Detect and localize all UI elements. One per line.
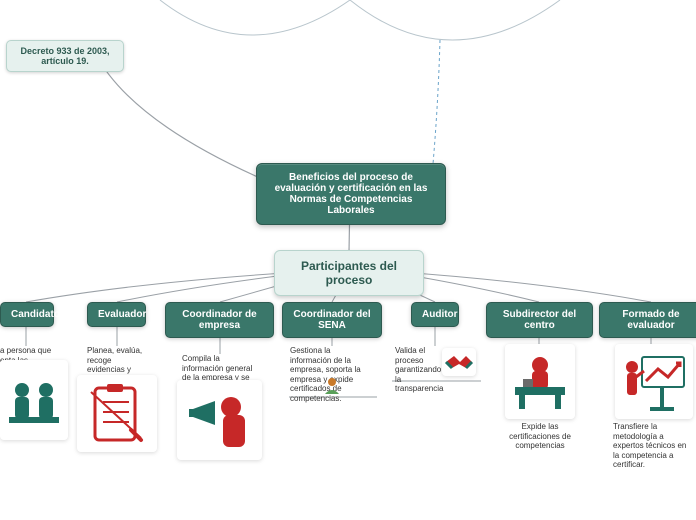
role-coord-sena[interactable]: Coordinador del SENA bbox=[282, 302, 382, 338]
role-label: Candidato bbox=[11, 309, 60, 320]
decree-node[interactable]: Decreto 933 de 2003, artículo 19. bbox=[6, 40, 124, 72]
icon-formado bbox=[615, 344, 693, 419]
desk-person-icon bbox=[509, 351, 571, 413]
role-candidato[interactable]: Candidato bbox=[0, 302, 54, 327]
small-person-icon bbox=[322, 376, 342, 396]
megaphone-person-icon bbox=[185, 387, 255, 453]
role-auditor[interactable]: Auditor bbox=[411, 302, 459, 327]
section-title: Participantes del proceso bbox=[301, 259, 397, 287]
decree-label: Decreto 933 de 2003, artículo 19. bbox=[20, 46, 109, 66]
role-label: Subdirector del centro bbox=[503, 309, 576, 331]
presenter-chart-icon bbox=[620, 351, 688, 413]
role-label: Auditor bbox=[422, 309, 458, 320]
icon-candidato bbox=[0, 360, 68, 440]
handshake-icon bbox=[444, 350, 474, 374]
role-label: Evaluador bbox=[98, 309, 146, 320]
icon-coord-sena bbox=[322, 376, 342, 396]
role-evaluador[interactable]: Evaluador bbox=[87, 302, 146, 327]
checklist-icon bbox=[85, 382, 149, 446]
root-title: Beneficios del proceso de evaluación y c… bbox=[275, 172, 428, 216]
root-node[interactable]: Beneficios del proceso de evaluación y c… bbox=[256, 163, 446, 225]
desc-text: Expide las certificaciones de competenci… bbox=[509, 422, 571, 450]
role-formado[interactable]: Formado de evaluador bbox=[599, 302, 696, 338]
desc-subdirector: Expide las certificaciones de competenci… bbox=[504, 422, 576, 451]
desc-text: Valida el proceso garantizando la transp… bbox=[395, 346, 443, 393]
desc-auditor: Valida el proceso garantizando la transp… bbox=[395, 346, 435, 394]
role-label: Formado de evaluador bbox=[622, 309, 679, 331]
desc-formado: Transfiere la metodología a expertos téc… bbox=[613, 422, 693, 470]
mindmap-canvas: Decreto 933 de 2003, artículo 19. Benefi… bbox=[0, 0, 696, 520]
icon-subdirector bbox=[505, 344, 575, 419]
role-label: Coordinador del SENA bbox=[293, 309, 370, 331]
section-node-participants[interactable]: Participantes del proceso bbox=[274, 250, 424, 296]
role-coord-empresa[interactable]: Coordinador de empresa bbox=[165, 302, 274, 338]
icon-auditor bbox=[442, 348, 476, 376]
people-meeting-icon bbox=[4, 370, 64, 430]
desc-text: Transfiere la metodología a expertos téc… bbox=[613, 422, 686, 469]
role-label: Coordinador de empresa bbox=[182, 309, 256, 331]
icon-coord-empresa bbox=[177, 380, 262, 460]
role-subdirector[interactable]: Subdirector del centro bbox=[486, 302, 593, 338]
icon-evaluador bbox=[77, 375, 157, 452]
